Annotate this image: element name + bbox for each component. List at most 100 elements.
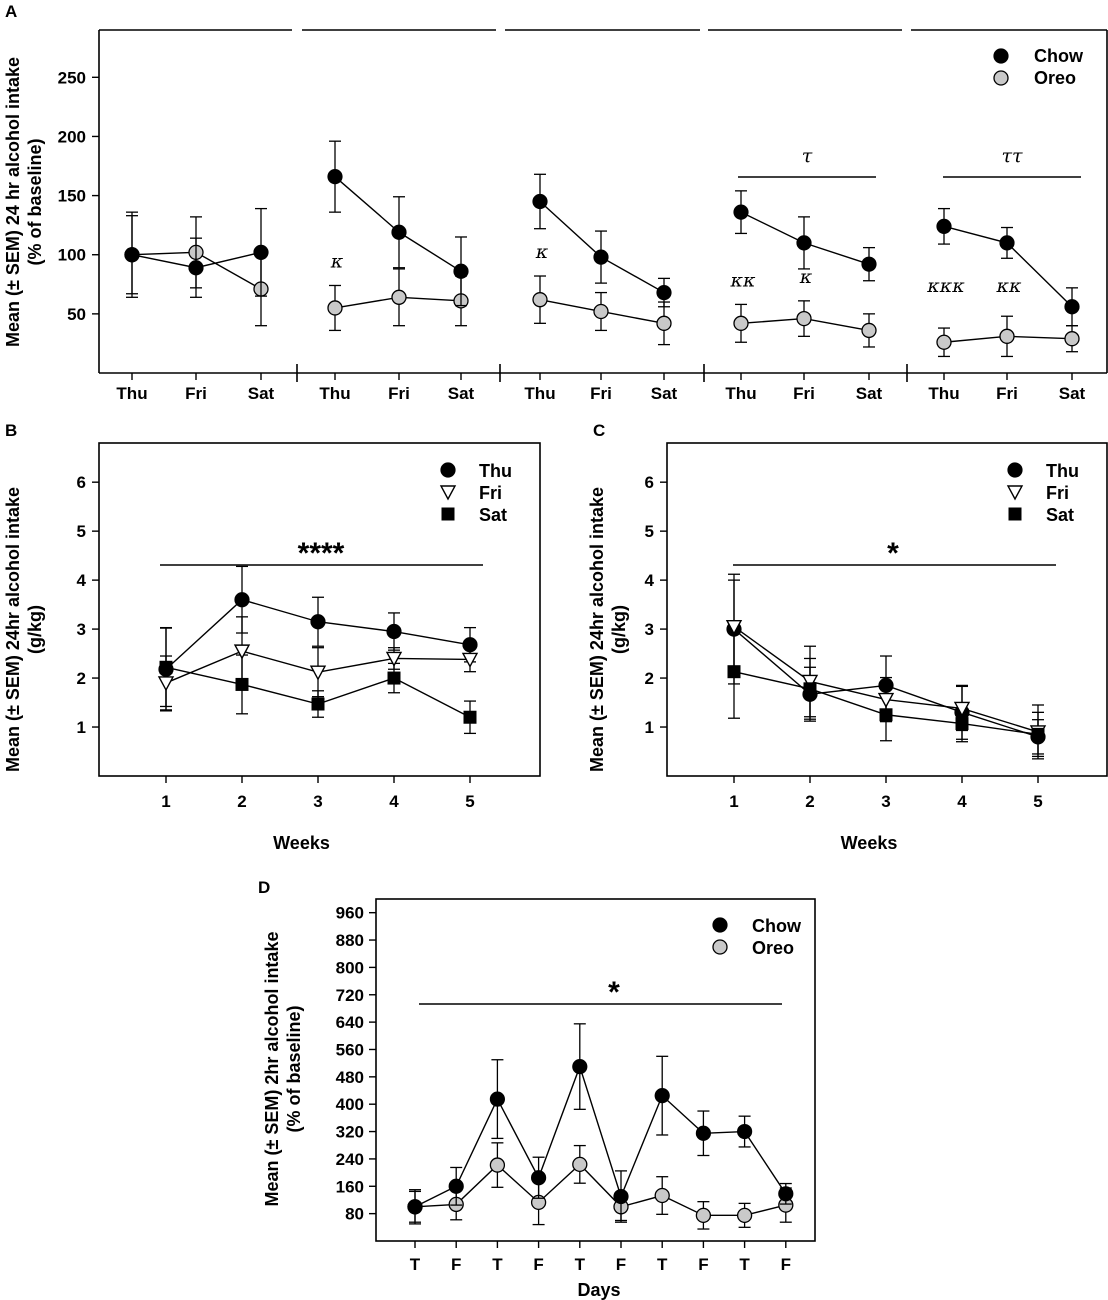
significance-kappa: κ <box>799 266 813 288</box>
y-tick-label: 3 <box>645 620 654 639</box>
significance-star: * <box>608 976 620 1009</box>
data-point-fri <box>309 665 327 681</box>
series-line-chow <box>414 1064 787 1208</box>
legend-label: Sat <box>1046 505 1074 525</box>
legend-marker <box>993 48 1009 64</box>
legend-label: Oreo <box>1034 68 1076 88</box>
y-axis-title-line: Mean (± SEM) 2hr alcohol intake <box>262 932 282 1207</box>
x-tick-label: Fri <box>996 384 1018 403</box>
significance-tau: ττ <box>1001 145 1023 167</box>
data-point-thu <box>462 637 478 653</box>
x-tick-label: 2 <box>237 792 246 811</box>
series-line-chow <box>334 176 462 272</box>
legend-label: Oreo <box>752 938 794 958</box>
plot-frame <box>666 442 1108 777</box>
y-tick-label: 5 <box>645 522 654 541</box>
y-axis-title: Mean (± SEM) 24hr alcohol intake (g/kg) <box>587 487 629 772</box>
x-tick-label: Sat <box>248 384 275 403</box>
data-point-oreo <box>1064 331 1080 347</box>
data-point-oreo <box>489 1157 506 1173</box>
markers-fri <box>157 644 479 692</box>
significance-kappa: κκ <box>730 269 756 291</box>
x-axis-title: Weeks <box>841 833 898 853</box>
y-tick-label: 720 <box>336 986 364 1005</box>
data-point-chow <box>861 256 877 272</box>
data-point-oreo <box>654 1187 670 1204</box>
panel-label: A <box>5 2 17 21</box>
significance-kappa: κκκ <box>926 275 965 297</box>
x-tick-label: Sat <box>1059 384 1086 403</box>
y-tick-label: 800 <box>336 958 364 977</box>
y-axis-title-line: Mean (± SEM) 24hr alcohol intake <box>587 487 607 772</box>
x-tick-label: 1 <box>161 792 170 811</box>
panel-d: D 80 160 240 320 400 480 560 640 720 800 880 960 T F T F… <box>258 878 816 1300</box>
x-tick-label: Sat <box>448 384 475 403</box>
y-tick-label: 480 <box>336 1068 364 1087</box>
legend-marker <box>712 917 728 933</box>
data-point-oreo <box>936 334 952 350</box>
data-point-chow <box>188 260 204 276</box>
data-point-chow <box>695 1125 712 1141</box>
markers-sat <box>727 665 1045 741</box>
y-axis-title: Mean (± SEM) 2hr alcohol intake (% of bas… <box>262 932 304 1207</box>
x-tick-label: T <box>410 1255 421 1274</box>
y-axis-title-line: (g/kg) <box>609 605 629 654</box>
y-axis-title-line: (% of baseline) <box>25 138 45 265</box>
legend-marker <box>1006 485 1024 501</box>
data-point-oreo <box>572 1156 588 1173</box>
x-tick-label: 2 <box>805 792 814 811</box>
data-point-fri <box>233 644 251 660</box>
data-point-oreo <box>736 1207 753 1223</box>
legend-label: Chow <box>1034 46 1084 66</box>
y-axis-title-line: (g/kg) <box>25 605 45 654</box>
data-point-chow <box>572 1058 588 1075</box>
x-tick-label: 1 <box>729 792 738 811</box>
data-point-chow <box>489 1091 505 1107</box>
legend-label: Chow <box>752 916 802 936</box>
y-tick-label: 100 <box>58 246 86 265</box>
panel-label: D <box>258 878 270 897</box>
y-tick-label: 320 <box>336 1123 364 1142</box>
legend-marker <box>1007 462 1023 478</box>
data-point-chow <box>613 1188 629 1205</box>
series-oreo <box>407 1142 794 1230</box>
data-point-chow <box>936 218 952 234</box>
data-point-oreo <box>327 300 343 316</box>
data-point-fri <box>385 651 403 667</box>
data-point-sat <box>235 677 249 691</box>
week-group: Thu Fri Sat κ <box>524 173 678 403</box>
x-tick-label: T <box>657 1255 668 1274</box>
significance-stars: * <box>887 537 899 570</box>
data-point-chow <box>532 193 548 210</box>
panel-label: B <box>5 421 17 440</box>
significance-stars: **** <box>298 537 345 570</box>
panel-a: A 50 100 150 200 250 Mean (± SEM) 24 hr alcoho… <box>3 2 1108 403</box>
legend-marker <box>439 485 457 501</box>
x-tick-label: F <box>781 1255 791 1274</box>
x-tick-label: Thu <box>928 384 959 403</box>
significance-kappa: κ <box>535 241 549 263</box>
x-tick-label: Thu <box>524 384 555 403</box>
plot-frame <box>375 898 816 1242</box>
y-axis-title-line: Mean (± SEM) 24 hr alcohol intake <box>3 57 23 347</box>
data-point-sat <box>879 708 893 722</box>
y-tick-label: 150 <box>58 187 86 206</box>
data-point-sat <box>387 671 401 685</box>
data-point-oreo <box>861 322 877 339</box>
panel-label: C <box>593 421 605 440</box>
x-tick-label: F <box>533 1255 543 1274</box>
y-tick-label: 5 <box>77 522 86 541</box>
legend-marker <box>993 70 1009 86</box>
data-point-chow <box>124 247 140 263</box>
y-tick-label: 2 <box>645 669 654 688</box>
plot-frame <box>98 442 541 777</box>
data-point-chow <box>999 235 1015 251</box>
data-point-sat <box>311 697 325 711</box>
legend-label: Thu <box>1046 461 1079 481</box>
series-line-oreo <box>414 1163 786 1217</box>
x-tick-label: Fri <box>590 384 612 403</box>
data-point-chow <box>253 244 269 260</box>
x-axis-title: Days <box>577 1280 620 1300</box>
